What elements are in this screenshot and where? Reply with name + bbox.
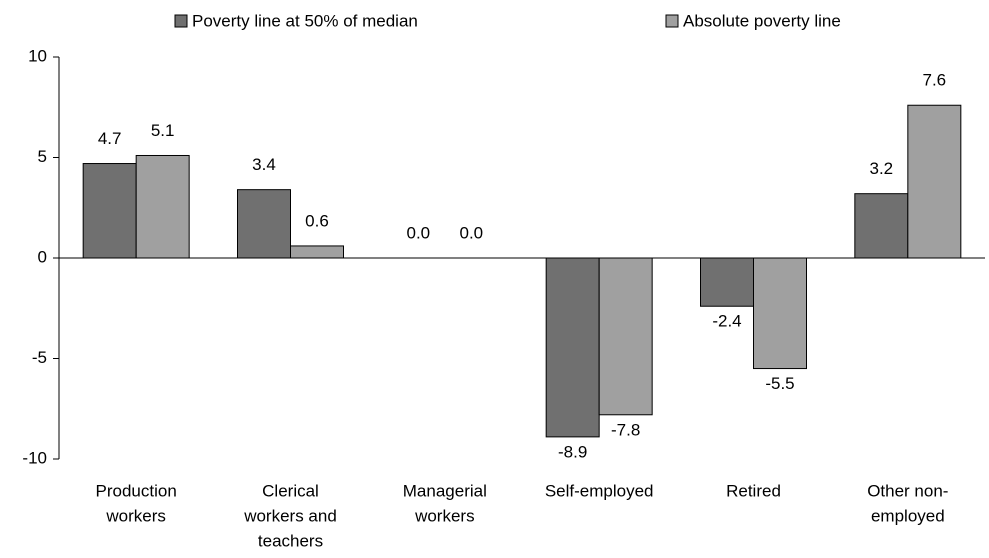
bar bbox=[545, 257, 600, 438]
data-label: 0.0 bbox=[407, 223, 431, 242]
y-tick-label: -10 bbox=[22, 448, 47, 467]
data-label: -5.5 bbox=[765, 374, 794, 393]
data-label: -2.4 bbox=[712, 312, 741, 331]
data-label: 4.7 bbox=[98, 129, 122, 148]
y-tick-label: 0 bbox=[38, 247, 47, 266]
legend-swatch bbox=[174, 14, 188, 28]
x-tick-label: Production bbox=[96, 481, 177, 500]
y-tick-label: 5 bbox=[38, 147, 47, 166]
bar bbox=[290, 245, 344, 259]
x-tick-label: teachers bbox=[258, 531, 323, 550]
data-label: -7.8 bbox=[611, 420, 640, 439]
legend-label: Absolute poverty line bbox=[683, 11, 841, 30]
data-label: 5.1 bbox=[151, 121, 175, 140]
x-tick-label: Self-employed bbox=[545, 481, 654, 500]
legend-swatch bbox=[665, 14, 679, 28]
bar bbox=[135, 154, 190, 259]
x-tick-label: workers and bbox=[243, 506, 337, 525]
legend-label: Poverty line at 50% of median bbox=[192, 11, 418, 30]
x-tick-label: workers bbox=[105, 506, 166, 525]
x-tick-label: workers bbox=[414, 506, 475, 525]
data-label: 0.0 bbox=[460, 223, 484, 242]
y-tick-label: -5 bbox=[32, 348, 47, 367]
data-label: 7.6 bbox=[923, 71, 947, 90]
x-tick-label: employed bbox=[871, 506, 945, 525]
data-label: -8.9 bbox=[558, 442, 587, 461]
bar bbox=[82, 163, 137, 259]
bar bbox=[753, 257, 807, 370]
bar bbox=[237, 189, 291, 259]
x-tick-label: Other non- bbox=[867, 481, 948, 500]
bar bbox=[700, 257, 754, 307]
data-label: 3.2 bbox=[870, 159, 894, 178]
x-tick-label: Clerical bbox=[262, 481, 319, 500]
x-tick-label: Managerial bbox=[403, 481, 487, 500]
bar bbox=[854, 193, 909, 259]
bar bbox=[598, 257, 653, 416]
bar bbox=[907, 104, 962, 259]
x-tick-label: Retired bbox=[726, 481, 781, 500]
data-label: 0.6 bbox=[305, 211, 329, 230]
data-label: 3.4 bbox=[252, 155, 276, 174]
y-tick-label: 10 bbox=[28, 46, 47, 65]
